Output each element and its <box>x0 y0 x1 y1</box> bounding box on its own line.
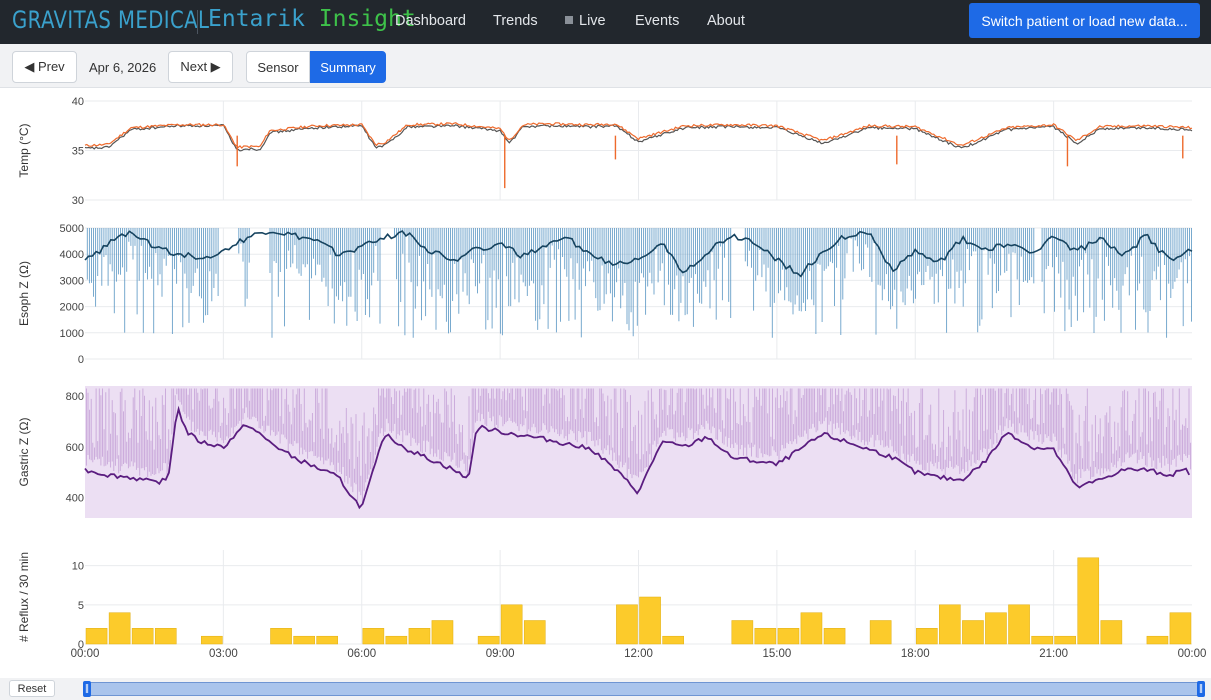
gastric-raw-trace <box>85 388 1192 503</box>
reflux-bar[interactable] <box>616 604 638 645</box>
reflux-bar[interactable] <box>1077 557 1100 645</box>
reflux-bar[interactable] <box>523 620 546 645</box>
y-axis-label: Temp (°C) <box>17 123 31 177</box>
reflux-bar[interactable] <box>1169 612 1192 645</box>
reflux-bar[interactable] <box>823 628 846 645</box>
y-tick-label: 800 <box>66 391 84 403</box>
y-axis-label: Esoph Z (Ω) <box>17 261 31 326</box>
reflux-bar[interactable] <box>939 604 961 645</box>
reflux-bar[interactable] <box>362 628 385 645</box>
product-name[interactable]: Entarik Insight <box>208 6 416 32</box>
range-end-handle[interactable]: ‖ <box>1197 681 1205 697</box>
reflux-bar[interactable] <box>800 612 823 645</box>
y-tick-label: 5000 <box>60 223 84 235</box>
range-start-handle[interactable]: ‖ <box>83 681 91 697</box>
brand-logo[interactable]: GRAVITAS MEDICAL <box>12 6 210 34</box>
reflux-bar[interactable] <box>639 596 661 645</box>
x-tick-label: 12:00 <box>624 648 653 660</box>
reflux-bar[interactable] <box>869 620 892 645</box>
tab-sensor[interactable]: Sensor <box>246 51 310 83</box>
reflux-bar[interactable] <box>731 620 754 645</box>
y-tick-label: 1000 <box>60 328 84 340</box>
reflux-bar[interactable] <box>316 635 338 645</box>
reflux-bar[interactable] <box>293 635 315 645</box>
prev-day-button[interactable]: ◀ Prev <box>12 51 77 83</box>
y-tick-label: 30 <box>72 195 84 207</box>
reflux-bar[interactable] <box>270 628 292 645</box>
nav-dashboard[interactable]: Dashboard <box>395 13 466 29</box>
range-bar: Reset ‖ ‖ <box>0 678 1211 700</box>
x-tick-label: 03:00 <box>209 648 238 660</box>
reflux-bar[interactable] <box>85 628 108 645</box>
y-tick-label: 3000 <box>60 275 84 287</box>
reflux-bar[interactable] <box>962 620 984 645</box>
tab-summary[interactable]: Summary <box>310 51 386 83</box>
reflux-bar[interactable] <box>131 628 154 645</box>
y-tick-label: 2000 <box>60 302 84 314</box>
x-tick-label: 00:00 <box>71 648 100 660</box>
y-tick-label: 0 <box>78 639 84 651</box>
temp-secondary-line <box>84 123 1193 152</box>
reflux-bar[interactable] <box>201 635 223 645</box>
reflux-bar[interactable] <box>777 628 800 645</box>
reflux-bar[interactable] <box>408 628 431 645</box>
reflux-bar[interactable] <box>1054 635 1076 645</box>
nav-events[interactable]: Events <box>635 13 680 29</box>
y-tick-label: 600 <box>66 442 84 454</box>
reflux-bar[interactable] <box>1031 635 1053 645</box>
product-name-part1: Entarik <box>208 6 305 32</box>
time-range-slider[interactable]: ‖ ‖ <box>83 681 1205 697</box>
product-name-part2: Insight <box>318 6 416 32</box>
reflux-bar[interactable] <box>754 628 777 645</box>
y-axis-label: # Reflux / 30 min <box>17 552 31 642</box>
y-tick-label: 0 <box>78 354 84 366</box>
y-tick-label: 400 <box>66 493 84 505</box>
reflux-bar[interactable] <box>154 628 177 645</box>
current-date: Apr 6, 2026 <box>89 60 157 75</box>
y-tick-label: 4000 <box>60 249 84 261</box>
x-tick-label: 15:00 <box>762 648 791 660</box>
x-tick-label: 21:00 <box>1039 648 1068 660</box>
reflux-bar[interactable] <box>985 612 1007 645</box>
nav-about[interactable]: About <box>707 13 745 29</box>
nav-live[interactable]: Live <box>565 13 606 29</box>
reflux-bar[interactable] <box>1008 604 1030 645</box>
next-day-button[interactable]: Next ▶ <box>168 51 233 83</box>
y-axis-label: Gastric Z (Ω) <box>17 418 31 487</box>
y-tick-label: 35 <box>72 146 84 158</box>
brand-divider <box>197 10 198 34</box>
reflux-bar[interactable] <box>916 628 938 645</box>
y-tick-label: 5 <box>78 600 84 612</box>
reflux-bar[interactable] <box>1100 620 1123 645</box>
nav-live-label: Live <box>579 13 606 29</box>
x-tick-label: 18:00 <box>901 648 930 660</box>
reflux-bar[interactable] <box>1146 635 1169 645</box>
nav-trends[interactable]: Trends <box>493 13 538 29</box>
esoph-average-line <box>84 230 1193 278</box>
temp-primary-line <box>84 121 1193 149</box>
reflux-bar[interactable] <box>108 612 131 645</box>
y-tick-label: 10 <box>72 561 84 573</box>
reflux-bar[interactable] <box>500 604 523 645</box>
top-navbar: GRAVITAS MEDICAL Entarik Insight Dashboa… <box>0 0 1211 44</box>
reflux-bar[interactable] <box>477 635 500 645</box>
reflux-bar[interactable] <box>662 635 684 645</box>
y-tick-label: 40 <box>72 96 84 108</box>
reset-zoom-button[interactable]: Reset <box>9 680 55 697</box>
esoph-raw-trace <box>86 228 1192 338</box>
date-toolbar: ◀ Prev Apr 6, 2026 Next ▶ Sensor Summary <box>0 44 1211 88</box>
x-tick-label: 06:00 <box>347 648 376 660</box>
reflux-bar[interactable] <box>431 620 454 645</box>
gastric-average-line <box>84 405 1191 510</box>
switch-patient-button[interactable]: Switch patient or load new data... <box>969 3 1200 38</box>
live-status-icon <box>565 16 573 24</box>
x-tick-label: 00:00 <box>1178 648 1207 660</box>
x-tick-label: 09:00 <box>486 648 515 660</box>
reflux-bar[interactable] <box>385 635 408 645</box>
